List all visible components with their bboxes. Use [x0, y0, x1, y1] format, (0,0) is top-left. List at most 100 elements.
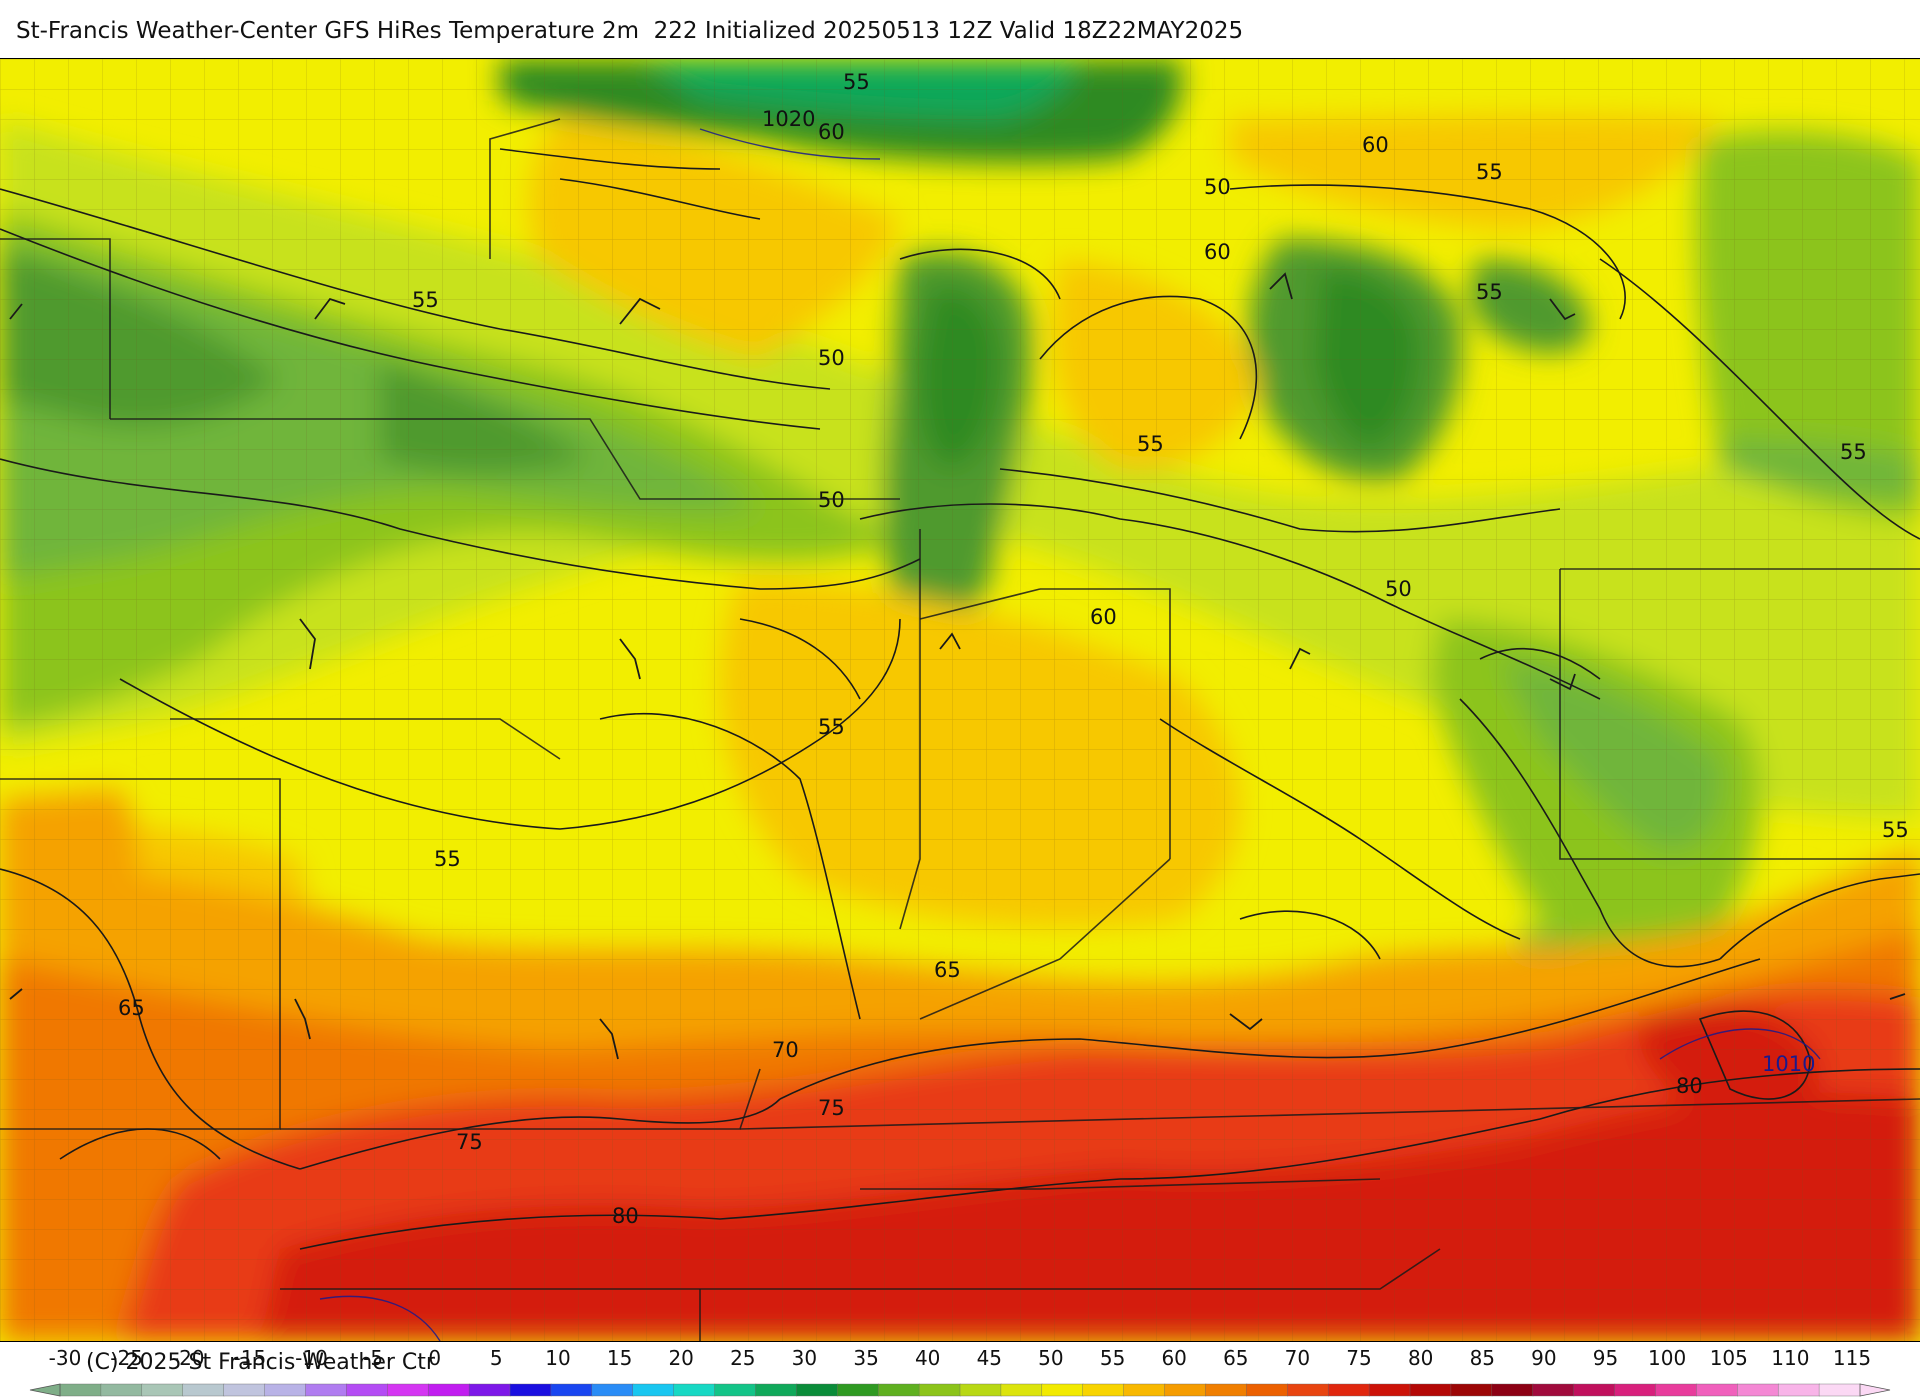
- colorbar-tick-label: -30: [48, 1346, 82, 1370]
- colorbar-tick-label: 20: [668, 1346, 694, 1370]
- colorbar-swatch: [918, 1383, 961, 1397]
- colorbar-swatch: [1000, 1383, 1043, 1397]
- contour-label: 60: [1090, 605, 1117, 629]
- contour-label: 55: [1882, 818, 1909, 842]
- colorbar-tick-label: 30: [791, 1346, 818, 1370]
- contour-label: 50: [1385, 577, 1412, 601]
- contour-label: 1020: [762, 107, 815, 131]
- contour-label: 65: [934, 958, 961, 982]
- colorbar-swatch: [796, 1383, 839, 1397]
- colorbar-swatch: [1287, 1383, 1329, 1397]
- colorbar-swatch: [509, 1383, 552, 1397]
- colorbar-tick-label: 50: [1038, 1346, 1064, 1370]
- colorbar-tick-label: 95: [1592, 1346, 1619, 1370]
- colorbar-tick-label: 5: [489, 1346, 503, 1370]
- colorbar-swatch: [1491, 1383, 1534, 1397]
- colorbar-tick-label: 55: [1099, 1346, 1126, 1370]
- colorbar-tick-label: -20: [171, 1346, 205, 1370]
- isobar-label: 1010: [1762, 1052, 1815, 1076]
- colorbar-swatch: [1655, 1383, 1698, 1397]
- contour-label: 55: [1476, 160, 1503, 184]
- colorbar-swatch: [387, 1383, 429, 1397]
- colorbar-swatch: [305, 1383, 348, 1397]
- colorbar-swatch: [1614, 1383, 1657, 1397]
- colorbar-tick-label: 15: [606, 1346, 633, 1370]
- contour-label: 60: [818, 120, 845, 144]
- colorbar-tick-label: 100: [1648, 1346, 1687, 1370]
- colorbar-tick-label: 85: [1469, 1346, 1496, 1370]
- colorbar-swatch: [959, 1383, 1002, 1397]
- temperature-contours: [0, 148, 1920, 1250]
- colorbar-swatch: [673, 1383, 716, 1397]
- colorbar-swatch: [877, 1383, 920, 1397]
- colorbar-tick-label: 115: [1832, 1346, 1872, 1370]
- map-canvas: 55 1020 60 60 55 50 60 55 55 50 55 55 50…: [0, 59, 1920, 1341]
- colorbar-swatch: [59, 1383, 102, 1397]
- colorbar-tick-labels: -30 -25 -20 -15 -10 -5 0 5 10 15 20 25 30 35 40 45 50 55 6…: [0, 1346, 1920, 1374]
- colorbar-swatch: [1368, 1383, 1411, 1397]
- colorbar-swatch: [591, 1383, 634, 1397]
- contour-label: 70: [772, 1038, 799, 1062]
- colorbar-swatch: [1532, 1383, 1575, 1397]
- colorbar-tick-label: 105: [1709, 1346, 1748, 1370]
- contour-labels: 55 1020 60 60 55 50 60 55 55 50 55 55 50…: [118, 70, 1909, 1228]
- colorbar-tick-label: 75: [1346, 1346, 1372, 1370]
- colorbar-swatch: [100, 1383, 143, 1397]
- colorbar-swatch: [1737, 1383, 1779, 1397]
- colorbar-swatch: [1164, 1383, 1207, 1397]
- colorbar-swatch: [468, 1383, 511, 1397]
- colorbar-tick-label: 10: [545, 1346, 571, 1370]
- colorbar-tick-label: -25: [110, 1346, 143, 1370]
- temperature-fill: [0, 59, 1920, 1341]
- contour-label: 55: [818, 715, 845, 739]
- colorbar-swatch: [427, 1383, 470, 1397]
- colorbar-swatch: [182, 1383, 225, 1397]
- contour-label: 55: [434, 847, 461, 871]
- colorbar-tick-label: 25: [730, 1346, 756, 1370]
- colorbar-tick-label: 60: [1161, 1346, 1187, 1370]
- colorbar-swatch: [1041, 1383, 1084, 1397]
- colorbar-tick-label: 90: [1531, 1346, 1557, 1370]
- map-title: St-Francis Weather-Center GFS HiRes Temp…: [16, 18, 1244, 44]
- colorbar-tick-label: 65: [1223, 1346, 1249, 1370]
- color-scale-bar: [29, 1383, 1891, 1397]
- contour-label: 60: [1204, 240, 1231, 264]
- colorbar-tick-label: -15: [233, 1346, 267, 1370]
- contour-label: 75: [456, 1130, 483, 1154]
- colorbar-swatch: [346, 1383, 389, 1397]
- contour-label: 50: [818, 488, 845, 512]
- colorbar-tick-label: 40: [914, 1346, 941, 1370]
- temperature-map: 55 1020 60 60 55 50 60 55 55 50 55 55 50…: [0, 58, 1920, 1342]
- contour-label: 65: [118, 996, 145, 1020]
- colorbar-tick-label: 45: [976, 1346, 1003, 1370]
- colorbar-tick-label: 0: [428, 1346, 442, 1370]
- colorbar-swatch: [1409, 1383, 1452, 1397]
- copyright-text: (C) 2025 St Francis Weather Ctr: [86, 1350, 435, 1375]
- colorbar-tick-label: 70: [1284, 1346, 1311, 1370]
- contour-label: 55: [1476, 280, 1503, 304]
- colorbar-swatch: [1327, 1383, 1370, 1397]
- contour-label: 55: [1840, 440, 1867, 464]
- colorbar-swatch: [1205, 1383, 1248, 1397]
- colorbar-swatch: [714, 1383, 757, 1397]
- colorbar-swatch: [1082, 1383, 1125, 1397]
- colorbar-swatch: [141, 1383, 184, 1397]
- colorbar-right-arrow: [1859, 1383, 1891, 1397]
- contour-label: 50: [818, 346, 845, 370]
- colorbar-swatch: [632, 1383, 675, 1397]
- contour-label: 55: [1137, 432, 1164, 456]
- colorbar-swatch: [264, 1383, 307, 1397]
- contour-label: 80: [612, 1204, 639, 1228]
- colorbar-swatch: [223, 1383, 266, 1397]
- colorbar-swatch: [1777, 1383, 1820, 1397]
- contour-label: 55: [843, 70, 870, 94]
- colorbar-tick-label: 35: [853, 1346, 879, 1370]
- contour-label: 75: [818, 1096, 845, 1120]
- colorbar-left-arrow: [29, 1383, 61, 1397]
- contour-label: 55: [412, 288, 439, 312]
- colorbar-tick-label: -5: [363, 1346, 384, 1370]
- colorbar-swatch: [1696, 1383, 1739, 1397]
- contour-label: 60: [1362, 133, 1389, 157]
- wind-barbs: [9, 272, 1906, 1060]
- colorbar-swatch: [837, 1383, 879, 1397]
